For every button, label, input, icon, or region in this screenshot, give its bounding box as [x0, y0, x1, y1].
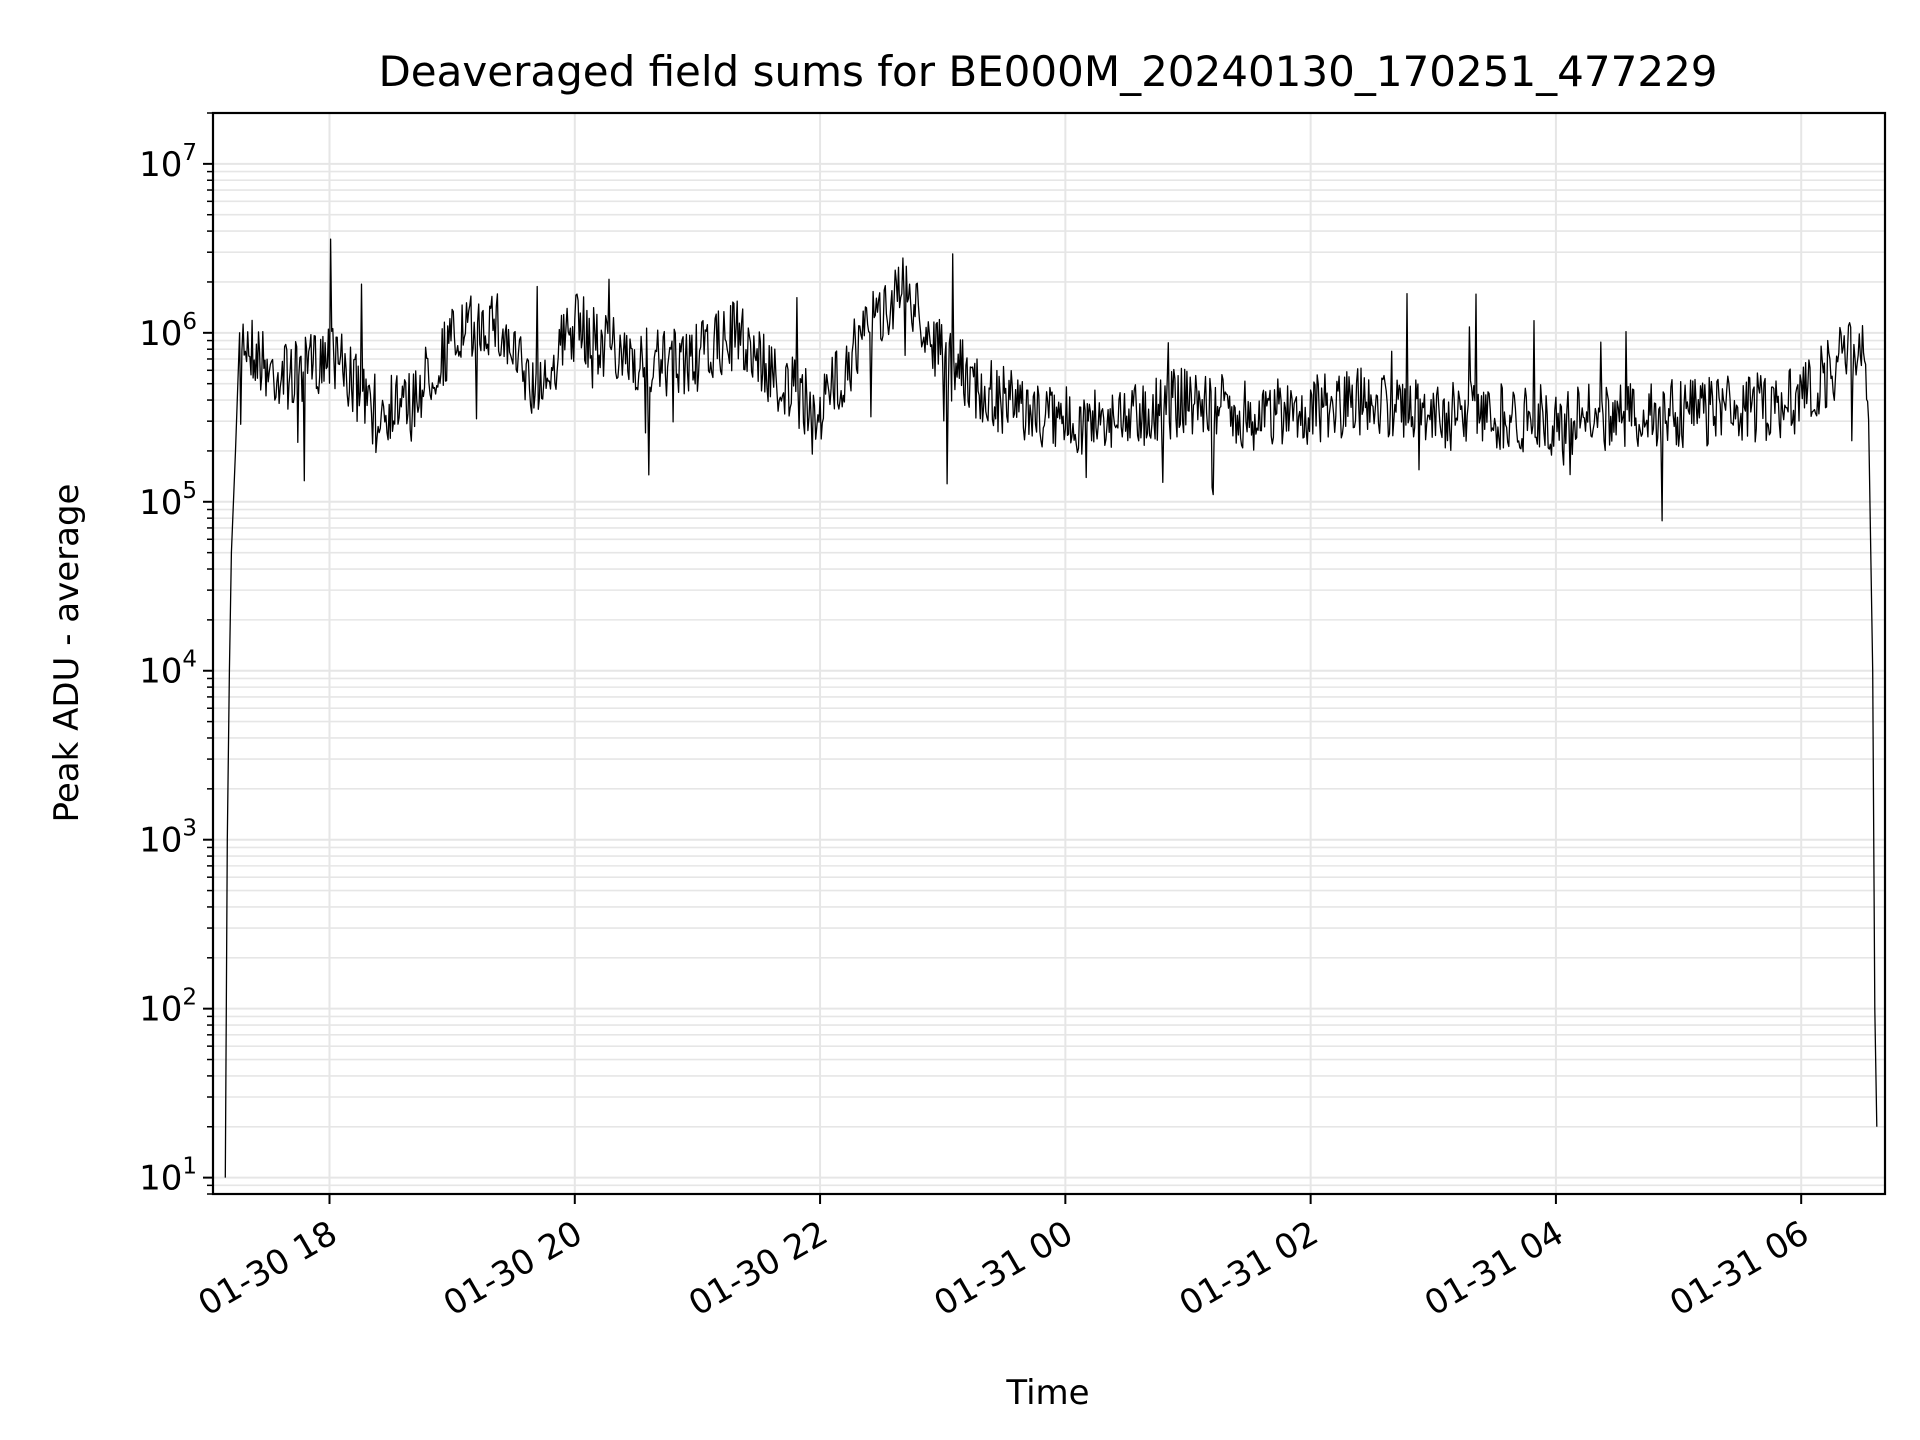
y-tick-label: 103 [139, 816, 197, 861]
y-tick-label: 102 [139, 985, 197, 1030]
y-tick-label: 101 [139, 1154, 197, 1199]
y-tick-label: 107 [139, 140, 197, 185]
chart-title: Deaveraged field sums for BE000M_2024013… [378, 47, 1717, 96]
plot-frame [211, 111, 1887, 1196]
grid-lines [213, 112, 1885, 1195]
y-tick-label: 104 [139, 647, 197, 692]
series-line [224, 238, 1878, 1178]
y-axis: 101 102 103 104 105 106 107 [139, 112, 213, 1199]
y-axis-title: Peak ADU - average [47, 484, 87, 823]
plot-series-group [224, 238, 1878, 1178]
y-tick-label: 105 [139, 478, 197, 523]
x-axis-title: Time [1005, 1373, 1089, 1413]
y-tick-label: 106 [139, 309, 197, 354]
